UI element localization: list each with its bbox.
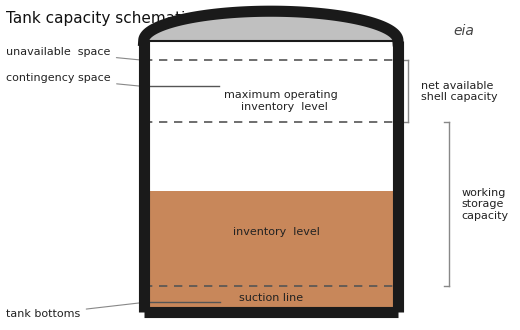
Text: tank bottoms: tank bottoms xyxy=(6,303,141,319)
Text: unavailable  space: unavailable space xyxy=(6,47,141,60)
Text: inventory  level: inventory level xyxy=(233,227,320,237)
Text: Tank capacity schematic: Tank capacity schematic xyxy=(6,11,194,26)
Bar xyxy=(144,191,398,312)
Text: net available
shell capacity: net available shell capacity xyxy=(421,81,498,102)
Text: contingency space: contingency space xyxy=(6,73,141,86)
Text: maximum operating
  inventory  level: maximum operating inventory level xyxy=(224,90,338,112)
Text: working
storage
capacity: working storage capacity xyxy=(461,188,509,221)
Text: eia: eia xyxy=(453,24,474,38)
Text: suction line: suction line xyxy=(239,293,303,303)
Polygon shape xyxy=(144,11,398,41)
